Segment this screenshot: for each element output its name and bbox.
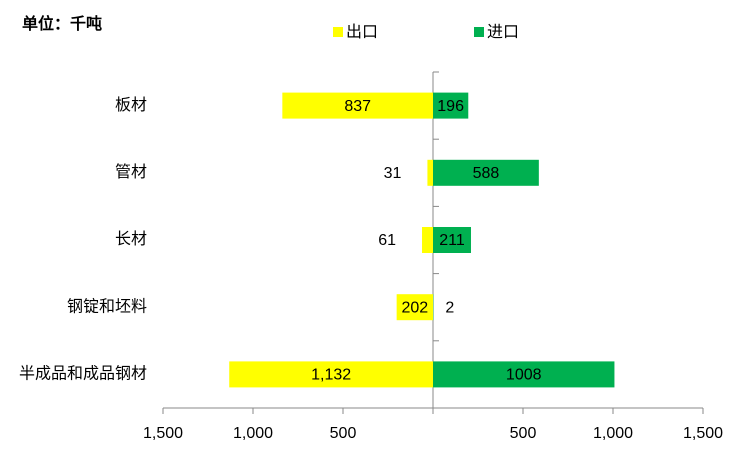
bar xyxy=(427,159,433,186)
data-label: 1,132 xyxy=(311,367,351,384)
data-label: 61 xyxy=(378,232,396,249)
bar xyxy=(433,159,539,186)
legend-swatch xyxy=(333,27,343,37)
data-label: 196 xyxy=(437,98,464,115)
data-label: 2 xyxy=(445,299,454,316)
category-label: 板材 xyxy=(115,96,147,114)
x-tick-label: 1,000 xyxy=(593,425,633,442)
bar xyxy=(422,227,433,253)
x-tick-label: 1,500 xyxy=(143,425,183,442)
data-label: 588 xyxy=(473,165,500,182)
chart-title: 单位：千吨 xyxy=(22,14,102,33)
data-label: 211 xyxy=(439,232,465,249)
bar xyxy=(229,361,433,388)
data-label: 1008 xyxy=(506,367,542,384)
category-label: 长材 xyxy=(115,230,147,248)
bar xyxy=(433,361,615,388)
bar xyxy=(396,294,433,321)
legend-label: 进口 xyxy=(487,23,519,41)
x-tick-label: 500 xyxy=(510,425,537,442)
legend-swatch xyxy=(474,27,484,37)
data-label: 837 xyxy=(344,98,371,115)
x-tick-label: 500 xyxy=(330,425,357,442)
x-tick-label: 1,000 xyxy=(233,425,273,442)
category-label: 半成品和成品钢材 xyxy=(19,365,147,383)
legend-label: 出口 xyxy=(346,23,378,41)
data-label: 202 xyxy=(401,299,428,316)
x-tick-label: 1,500 xyxy=(683,425,723,442)
bar xyxy=(282,92,433,119)
category-label: 钢锭和坯料 xyxy=(67,297,147,315)
bar xyxy=(433,92,469,119)
category-label: 管材 xyxy=(115,163,147,181)
data-label: 31 xyxy=(384,165,402,182)
bar xyxy=(433,227,471,253)
